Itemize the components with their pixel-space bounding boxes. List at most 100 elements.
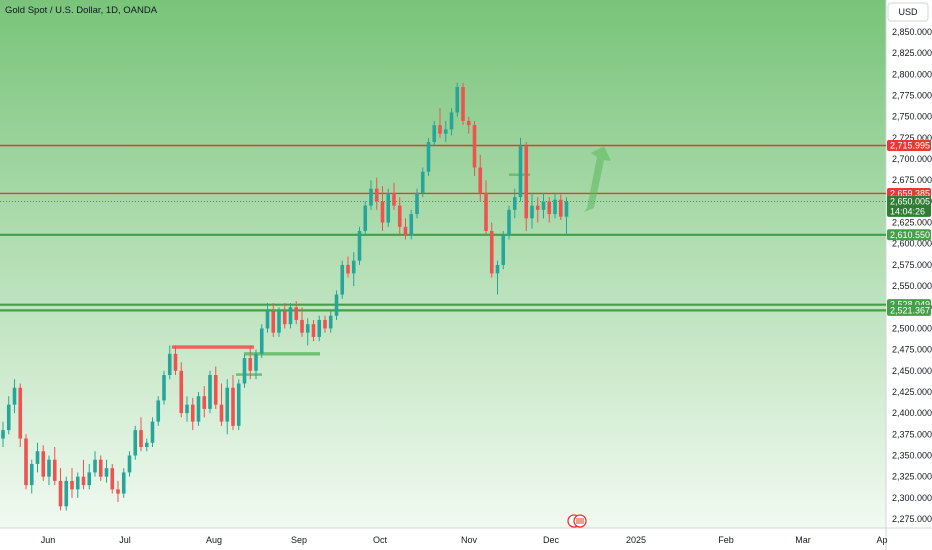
candle[interactable]	[409, 209, 414, 240]
candle[interactable]	[116, 480, 120, 503]
candle[interactable]	[98, 455, 103, 481]
candle[interactable]	[156, 396, 161, 426]
candle[interactable]	[265, 303, 270, 333]
candle[interactable]	[380, 186, 385, 232]
candle[interactable]	[12, 379, 17, 414]
candle[interactable]	[334, 290, 339, 320]
candle[interactable]	[58, 468, 63, 511]
candle[interactable]	[6, 396, 11, 435]
candle[interactable]	[530, 192, 534, 229]
candle[interactable]	[208, 370, 212, 414]
candle[interactable]	[179, 362, 184, 418]
candle[interactable]	[501, 231, 506, 270]
candle[interactable]	[357, 226, 362, 265]
candle[interactable]	[144, 438, 149, 452]
candle[interactable]	[461, 82, 465, 126]
candle[interactable]	[553, 192, 557, 219]
candle[interactable]	[18, 383, 23, 448]
candle[interactable]	[386, 188, 391, 227]
candle[interactable]	[121, 468, 126, 498]
candle[interactable]	[415, 188, 419, 219]
events-icon[interactable]	[567, 514, 587, 528]
candle[interactable]	[248, 345, 253, 380]
candle[interactable]	[512, 188, 517, 219]
candle[interactable]	[397, 197, 402, 236]
candle[interactable]	[328, 311, 333, 333]
candle[interactable]	[311, 319, 316, 342]
candle[interactable]	[420, 167, 425, 198]
candle[interactable]	[110, 463, 115, 494]
candle[interactable]	[162, 370, 166, 405]
candle[interactable]	[564, 197, 569, 234]
candle[interactable]	[432, 120, 437, 147]
demand-zone[interactable]	[236, 373, 262, 376]
candle[interactable]	[518, 137, 523, 202]
candle[interactable]	[323, 315, 327, 333]
candle[interactable]	[535, 197, 540, 223]
candle[interactable]	[449, 108, 454, 136]
candle[interactable]	[346, 256, 350, 278]
candle[interactable]	[392, 182, 396, 210]
candle[interactable]	[507, 205, 511, 240]
candle[interactable]	[93, 451, 97, 477]
candle[interactable]	[242, 353, 247, 388]
candle[interactable]	[294, 301, 299, 325]
candle[interactable]	[489, 222, 494, 278]
candle[interactable]	[213, 366, 218, 409]
candle[interactable]	[150, 417, 155, 448]
candle[interactable]	[24, 434, 28, 490]
candle[interactable]	[340, 260, 345, 299]
candle[interactable]	[317, 315, 322, 342]
candle[interactable]	[541, 192, 546, 219]
candle[interactable]	[288, 303, 293, 329]
candle[interactable]	[484, 180, 488, 236]
candle[interactable]	[87, 463, 92, 490]
candle[interactable]	[202, 386, 207, 418]
candle[interactable]	[495, 260, 500, 295]
candle[interactable]	[81, 459, 86, 490]
candle[interactable]	[547, 197, 552, 223]
candle[interactable]	[472, 120, 477, 176]
candle[interactable]	[438, 108, 442, 138]
candle[interactable]	[363, 201, 368, 236]
candle[interactable]	[41, 445, 46, 481]
candle[interactable]	[369, 180, 373, 210]
candle[interactable]	[300, 307, 304, 337]
candle[interactable]	[403, 218, 408, 240]
candle[interactable]	[127, 451, 132, 477]
candle[interactable]	[466, 116, 471, 134]
candle[interactable]	[133, 425, 138, 460]
candle[interactable]	[478, 154, 483, 202]
candle[interactable]	[231, 375, 235, 431]
candle[interactable]	[190, 397, 195, 431]
candle[interactable]	[47, 455, 51, 486]
candle[interactable]	[139, 417, 143, 452]
candle[interactable]	[173, 345, 178, 376]
candle[interactable]	[29, 459, 34, 494]
candle[interactable]	[351, 252, 356, 287]
candle[interactable]	[277, 307, 281, 337]
candle[interactable]	[271, 303, 276, 337]
candle[interactable]	[167, 345, 172, 380]
candle[interactable]	[196, 391, 201, 426]
demand-zone[interactable]	[244, 352, 320, 356]
candle[interactable]	[236, 379, 241, 431]
candle[interactable]	[455, 82, 460, 117]
candle[interactable]	[70, 468, 74, 498]
candle[interactable]	[305, 318, 310, 346]
candle[interactable]	[259, 324, 264, 359]
candle[interactable]	[558, 194, 563, 221]
candle[interactable]	[443, 120, 448, 143]
candle[interactable]	[1, 421, 5, 448]
candle[interactable]	[225, 379, 230, 435]
candle[interactable]	[219, 383, 224, 426]
candle[interactable]	[185, 396, 189, 422]
candle[interactable]	[35, 442, 40, 473]
candle[interactable]	[524, 142, 529, 232]
candle[interactable]	[426, 137, 431, 176]
candle[interactable]	[52, 447, 57, 486]
candle[interactable]	[64, 476, 69, 511]
candle[interactable]	[282, 303, 287, 329]
currency-button[interactable]: USD	[887, 2, 929, 22]
